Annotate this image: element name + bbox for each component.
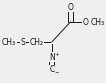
Text: N: N xyxy=(49,53,55,62)
Text: O: O xyxy=(67,2,73,12)
Text: O: O xyxy=(83,18,89,26)
Text: CH₂: CH₂ xyxy=(29,38,43,46)
Text: CH₃: CH₃ xyxy=(91,18,105,26)
Text: O: O xyxy=(83,18,89,26)
Text: S: S xyxy=(20,38,25,46)
Text: C: C xyxy=(49,65,54,75)
Text: −: − xyxy=(54,70,58,76)
Text: CH₃: CH₃ xyxy=(2,38,16,46)
Text: H₃: H₃ xyxy=(93,18,102,26)
Text: +: + xyxy=(54,51,59,57)
